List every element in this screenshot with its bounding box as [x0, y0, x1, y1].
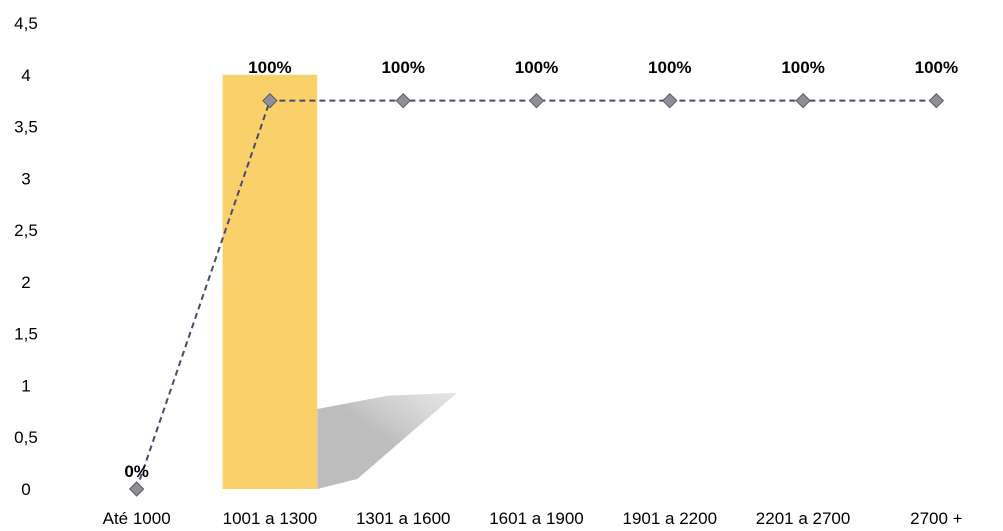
- line-series: [128, 92, 945, 497]
- y-tick-label: 1: [21, 376, 30, 395]
- x-tick-label: Até 1000: [103, 509, 171, 528]
- point-marker: [795, 92, 811, 109]
- point-marker: [662, 92, 678, 109]
- x-axis: Até 1000 1001 a 1300 1301 a 1600 1601 a 190…: [103, 509, 963, 528]
- y-tick-label: 4: [21, 66, 30, 85]
- y-tick-label: 1,5: [14, 325, 38, 344]
- y-tick-label: 2: [21, 273, 30, 292]
- data-label: 100%: [915, 58, 958, 77]
- point-marker: [128, 481, 145, 497]
- x-tick-label: 2201 a 2700: [756, 509, 851, 528]
- x-tick-label: 1001 a 1300: [223, 509, 318, 528]
- y-tick-label: 3,5: [14, 118, 38, 137]
- data-label: 100%: [781, 58, 824, 77]
- point-marker: [395, 92, 411, 109]
- y-tick-label: 0: [21, 480, 30, 499]
- data-labels: 0% 100% 100% 100% 100% 100% 100%: [124, 58, 958, 481]
- x-tick-label: 1301 a 1600: [356, 509, 451, 528]
- y-tick-label: 3: [21, 169, 30, 188]
- point-marker: [928, 92, 945, 109]
- data-label: 0%: [124, 462, 149, 481]
- bar: [222, 74, 318, 490]
- data-label: 100%: [515, 58, 558, 77]
- y-tick-label: 4,5: [14, 14, 38, 33]
- data-label: 100%: [248, 58, 291, 77]
- y-tick-label: 0,5: [14, 428, 38, 447]
- x-tick-label: 2700 +: [910, 509, 963, 528]
- point-marker: [262, 92, 278, 109]
- bar-shadow: [317, 392, 458, 489]
- y-tick-label: 2,5: [14, 221, 38, 240]
- y-axis: 0 0,5 1 1,5 2 2,5 3 3,5 4 4,5: [14, 14, 38, 499]
- data-label: 100%: [381, 58, 424, 77]
- x-tick-label: 1601 a 1900: [489, 509, 584, 528]
- x-tick-label: 1901 a 2200: [623, 509, 718, 528]
- data-label: 100%: [648, 58, 691, 77]
- bar-series: [222, 74, 458, 490]
- point-marker: [528, 92, 545, 109]
